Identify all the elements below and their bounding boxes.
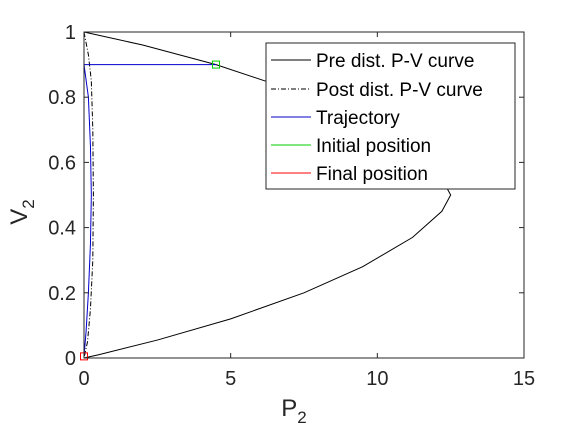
legend-entry: Post dist. P-V curve — [271, 80, 483, 101]
legend: Pre dist. P-V curve Post dist. P-V curve… — [265, 42, 516, 190]
legend-label: Post dist. P-V curve — [316, 80, 483, 101]
y-tick-label: 0.2 — [48, 283, 76, 305]
y-tick-label: 1 — [65, 22, 76, 44]
legend-label: Trajectory — [316, 108, 400, 129]
series-line-0 — [83, 31, 452, 359]
x-axis-label: P2 — [281, 395, 306, 427]
x-axis-label-main: P — [281, 395, 297, 422]
legend-entry: Initial position — [271, 136, 431, 157]
x-tick-label: 0 — [78, 368, 89, 390]
x-tick-label: 15 — [513, 368, 535, 390]
y-tick-label: 0 — [65, 348, 76, 370]
legend-label: Pre dist. P-V curve — [316, 51, 474, 72]
tick-layer: 0 5 10 15 0 0.2 0.4 0.6 0.8 1 — [48, 22, 535, 390]
legend-box — [265, 42, 516, 190]
y-axis-label-sub: 2 — [19, 199, 38, 208]
x-axis-label-sub: 2 — [297, 408, 306, 427]
series-line-2 — [83, 64, 216, 357]
y-tick-label: 0.4 — [48, 218, 76, 240]
legend-entry: Pre dist. P-V curve — [271, 51, 474, 72]
y-tick-label: 0.6 — [48, 152, 76, 174]
y-tick-label: 0.8 — [48, 87, 76, 109]
y-axis-label: V2 — [6, 199, 38, 224]
x-tick-label: 5 — [225, 368, 236, 390]
axes-layer — [83, 31, 525, 359]
legend-label: Initial position — [316, 136, 431, 157]
series-line-1 — [83, 31, 94, 359]
series-layer — [83, 31, 452, 359]
axes-frame — [83, 31, 525, 359]
legend-entry: Final position — [271, 164, 428, 185]
legend-label: Final position — [316, 164, 428, 185]
initial-position-marker — [212, 60, 220, 69]
y-axis-label-main: V — [6, 209, 33, 225]
x-tick-label: 10 — [366, 368, 388, 390]
legend-entry: Trajectory — [271, 108, 400, 129]
